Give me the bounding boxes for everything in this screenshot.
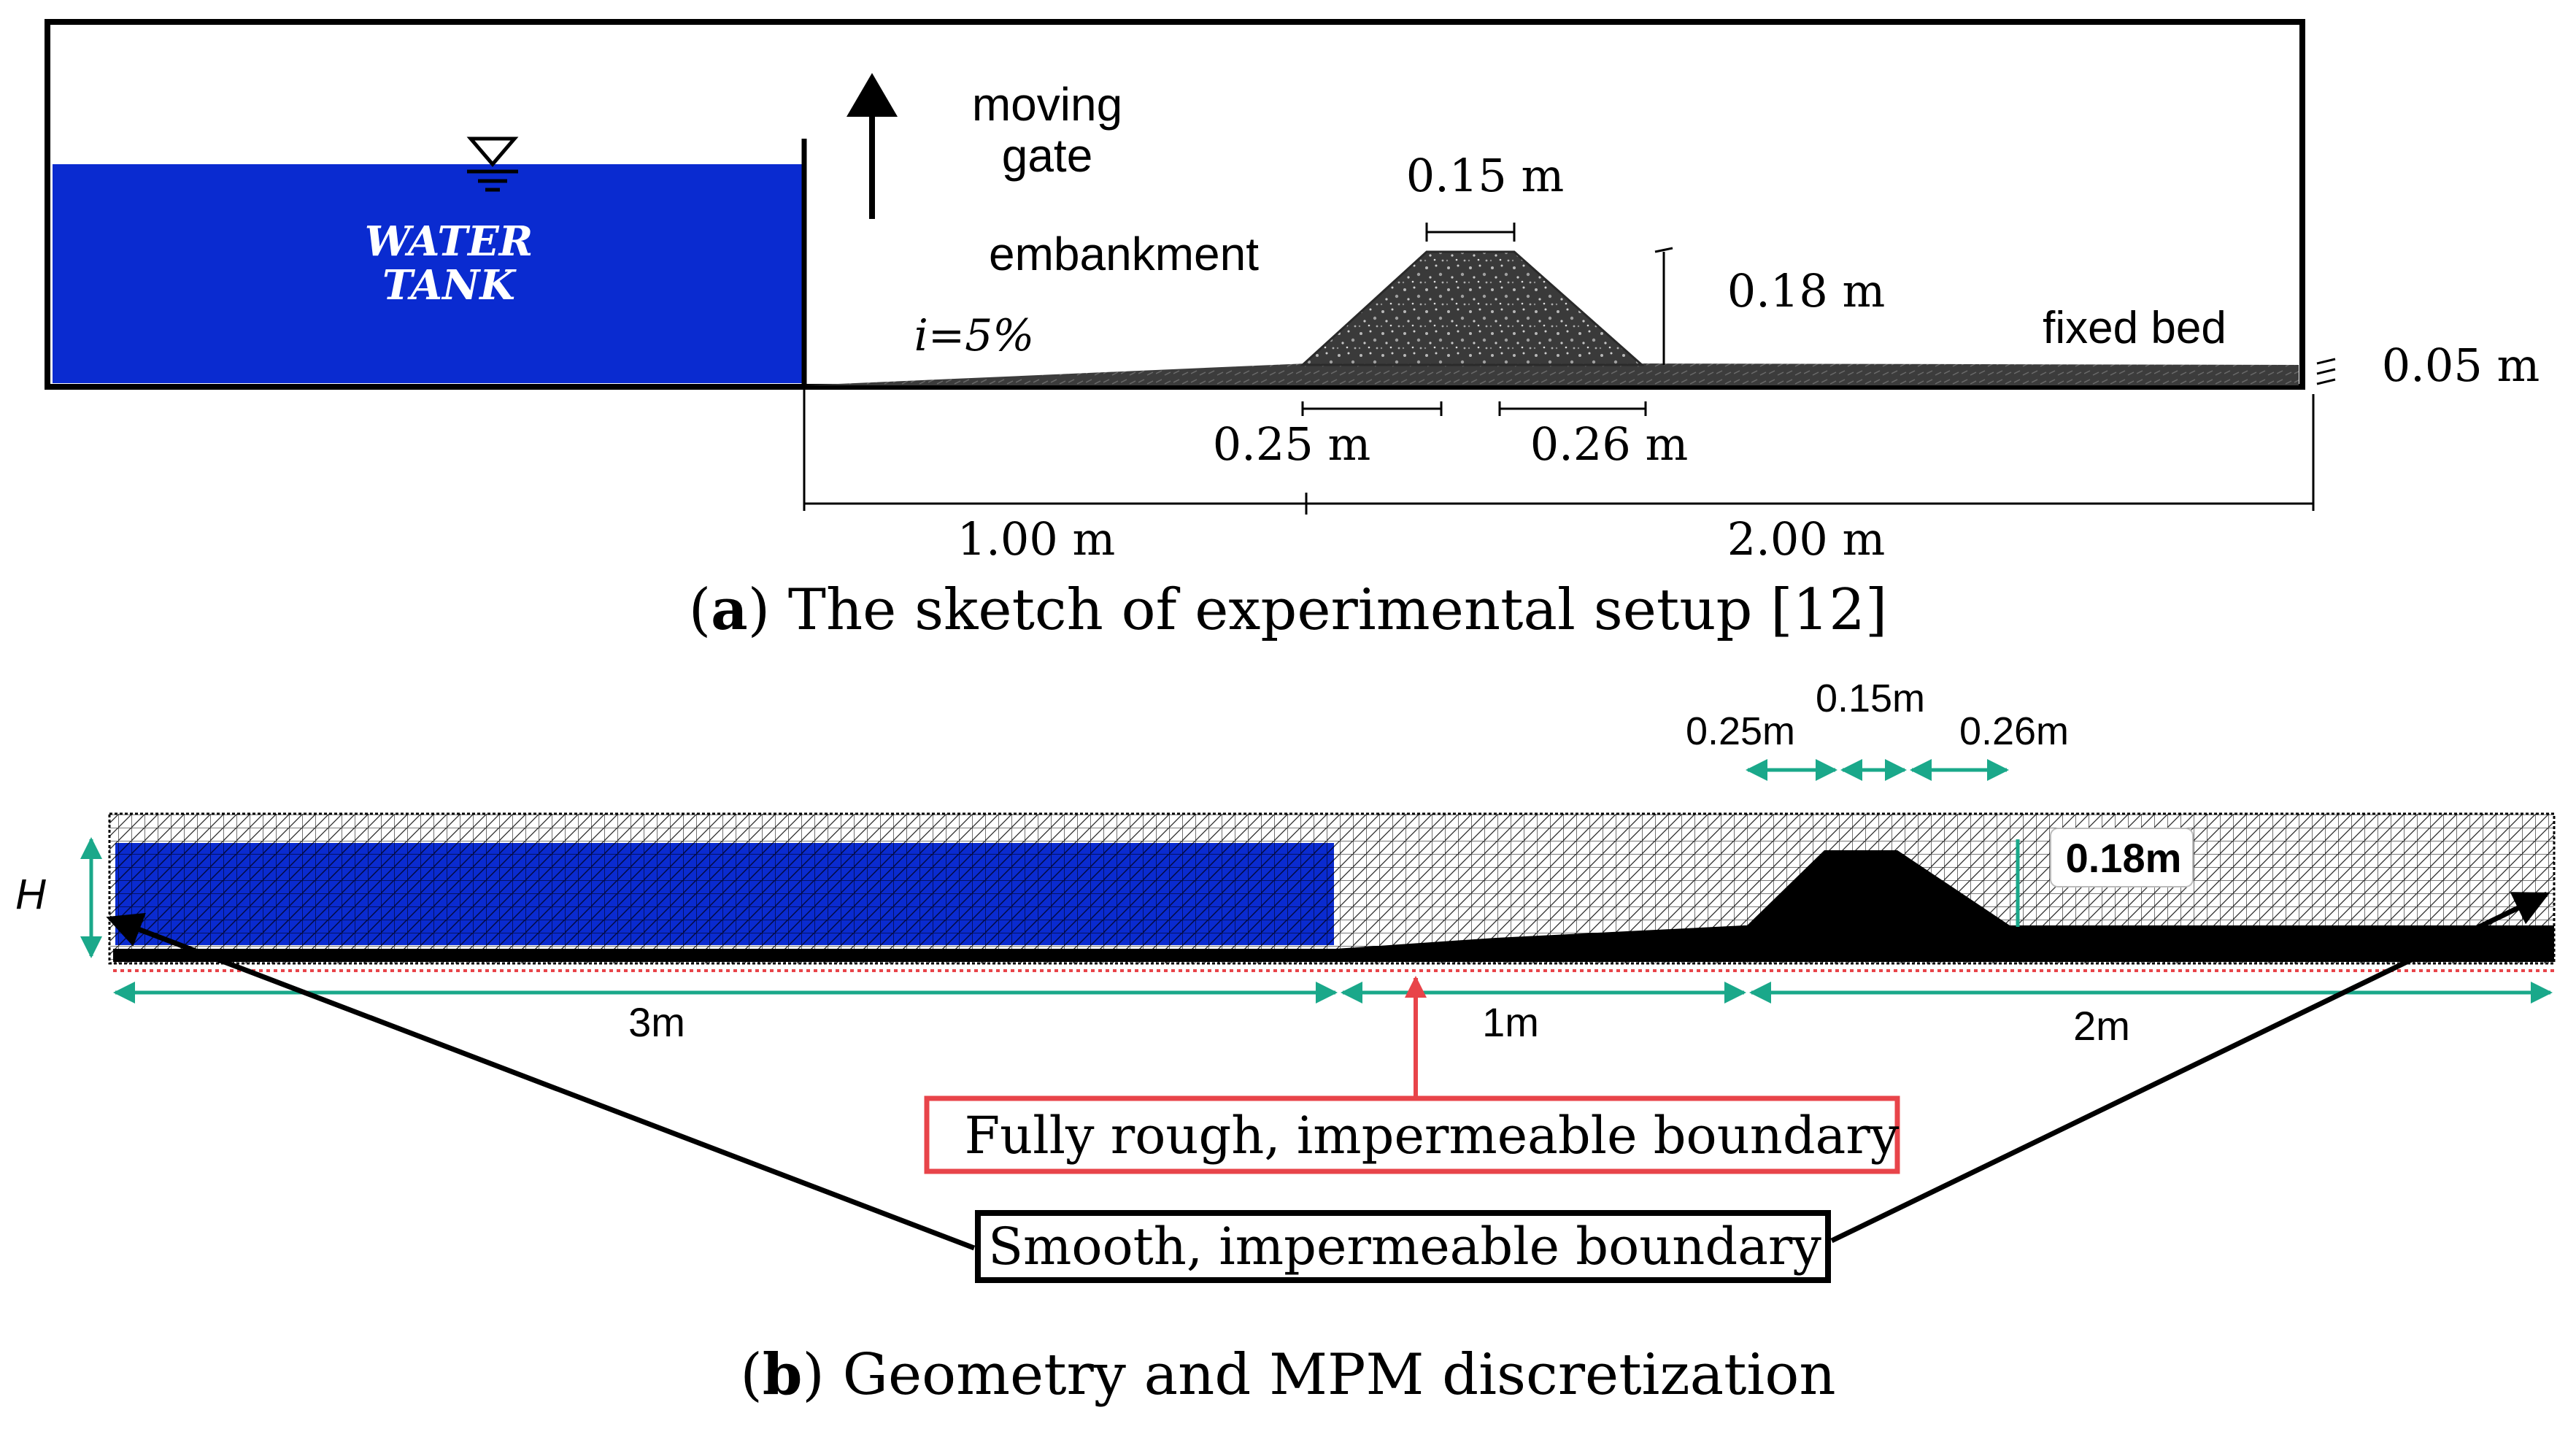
len-1-label: 1m — [1482, 999, 1539, 1045]
caption-a-letter: a — [711, 577, 748, 643]
smooth-boundary-box — [975, 1210, 1831, 1283]
flume-frame — [45, 19, 2305, 390]
caption-b-letter: b — [762, 1341, 803, 1408]
sloped-bed — [804, 363, 2299, 385]
water-tank — [53, 164, 804, 383]
h-label: H — [15, 871, 46, 918]
caption-b: (b) Geometry and MPM discretization — [740, 1341, 1836, 1408]
rough-boundary-label: Fully rough, impermeable boundary — [965, 1106, 1900, 1166]
distance-1-label: 1.00 m — [957, 512, 1116, 566]
mpm-bed — [113, 925, 2554, 962]
panel-b-mpm: H 0.25m 0.15m 0.26m 0.18m 3m 1m 2m Fully… — [15, 677, 2556, 1283]
dim-left-label: 0.25m — [1686, 709, 1795, 753]
left-base-label: 0.25 m — [1213, 417, 1371, 471]
caption-a-text: The sketch of experimental setup [12] — [787, 577, 1888, 643]
fixed-bed-label: fixed bed — [2043, 303, 2226, 353]
dim-top-label: 0.15m — [1816, 677, 1925, 720]
slope-label: i=5% — [914, 310, 1035, 361]
height-18-label: 0.18m — [2066, 835, 2182, 881]
water-tank-label-2: TANK — [382, 261, 517, 309]
water-tank-label-1: WATER — [365, 217, 533, 266]
gate-label-2: gate — [1002, 129, 1093, 182]
gate-label-1: moving — [972, 78, 1122, 131]
water-particles — [115, 843, 1334, 945]
top-width-label: 0.15 m — [1406, 149, 1565, 202]
len-3-label: 3m — [628, 999, 685, 1045]
smooth-boundary-label: Smooth, impermeable boundary — [988, 1217, 1821, 1276]
mpm-embankment — [1744, 850, 2014, 928]
embankment-label: embankment — [989, 228, 1259, 280]
len-2-label: 2m — [2073, 1003, 2130, 1049]
caption-a: (a) The sketch of experimental setup [12… — [688, 577, 1888, 643]
up-arrow-icon — [847, 73, 898, 219]
right-base-label: 0.26 m — [1530, 417, 1689, 471]
distance-2-label: 2.00 m — [1727, 512, 1886, 566]
caption-b-text: Geometry and MPM discretization — [842, 1342, 1836, 1408]
panel-a-sketch: WATER TANK moving gate embankment i=5% 0… — [45, 19, 2540, 566]
rough-boundary-box — [924, 1095, 1900, 1174]
embankment-shape — [1300, 250, 1645, 366]
water-level-icon — [466, 136, 519, 192]
dim-right-label: 0.26m — [1959, 709, 2069, 753]
bed-thickness-label: 0.05 m — [2382, 339, 2540, 392]
height-label: 0.18 m — [1727, 264, 1886, 317]
